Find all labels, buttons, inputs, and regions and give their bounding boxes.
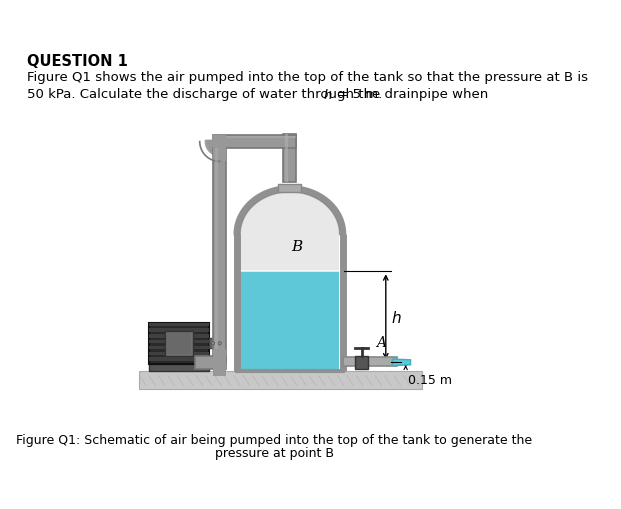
Circle shape [211,342,215,345]
Polygon shape [392,359,410,366]
Text: $\it{h}$: $\it{h}$ [391,309,401,325]
Bar [165,331,193,356]
Bar [149,346,209,349]
Bar [240,272,340,371]
Bar [343,358,397,366]
Bar [209,338,224,349]
Circle shape [218,342,221,345]
Bar [149,364,209,371]
Bar [139,371,422,389]
Bar [213,136,296,149]
Bar [278,184,301,192]
Bar [283,135,296,183]
Text: Figure Q1: Schematic of air being pumped into the top of the tank to generate th: Figure Q1: Schematic of air being pumped… [16,434,532,446]
Bar [285,135,288,183]
Bar [149,334,209,338]
Text: B: B [291,240,302,253]
Text: 50 kPa. Calculate the discharge of water through the drainpipe when: 50 kPa. Calculate the discharge of water… [27,88,492,101]
Bar [213,149,226,362]
Text: $\it{h}$: $\it{h}$ [323,88,332,102]
Text: Figure Q1 shows the air pumped into the top of the tank so that the pressure at : Figure Q1 shows the air pumped into the … [27,71,588,84]
Bar [195,356,226,369]
Polygon shape [240,189,340,235]
Bar [215,149,218,362]
Bar [149,341,209,344]
Text: A: A [376,335,386,349]
Bar [213,136,226,162]
Bar [166,333,191,354]
Text: 0.15 m: 0.15 m [408,373,452,386]
Bar [149,323,209,364]
Bar [355,356,368,369]
Bar [213,349,226,376]
Bar [149,358,209,361]
Text: QUESTION 1: QUESTION 1 [27,54,128,69]
Bar [213,136,296,139]
Bar [240,235,340,371]
Bar [149,352,209,355]
Bar [149,323,209,326]
Text: pressure at point B: pressure at point B [215,446,333,459]
Bar [149,329,209,332]
Text: = 5 m.: = 5 m. [333,88,382,101]
